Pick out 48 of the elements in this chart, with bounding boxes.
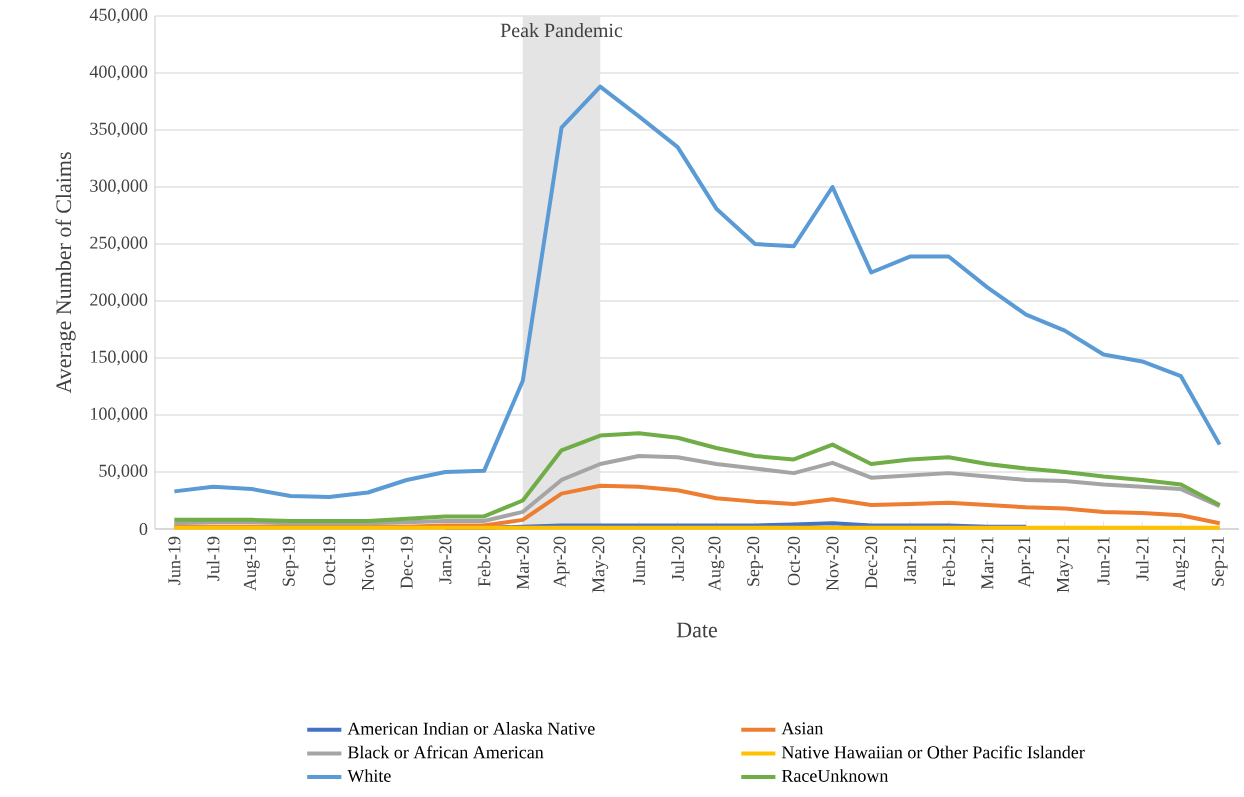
x-tick-label: Jul-19 [206, 536, 220, 581]
x-tick-label: Feb-21 [942, 537, 955, 587]
x-tick-label: Oct-20 [787, 536, 800, 586]
x-tick-label: May-21 [1056, 537, 1073, 593]
x-tick-label: Aug-21 [1173, 537, 1189, 591]
y-tick-label: 300,000 [90, 179, 148, 195]
x-tick-label: Jun-21 [1097, 537, 1110, 585]
x-tick-label: Sep-21 [1211, 537, 1228, 586]
x-tick-label: Dec-19 [400, 536, 413, 589]
x-tick-label: Jan-20 [439, 536, 452, 584]
y-tick-label: 250,000 [90, 236, 148, 252]
legend-label: Black or African American [347, 745, 544, 759]
y-tick-label: 0 [139, 522, 148, 536]
x-tick-label: Nov-20 [826, 536, 839, 591]
x-tick-label: Oct-19 [323, 536, 336, 586]
x-tick-label: Jul-20 [671, 536, 684, 581]
x-tick-label: Nov-19 [361, 536, 374, 591]
x-tick-label: Aug-19 [243, 536, 260, 591]
y-tick-label: 350,000 [90, 122, 148, 138]
x-tick-label: Apr-21 [1018, 537, 1034, 588]
x-tick-label: Mar-20 [516, 536, 529, 590]
x-tick-label: Jun-19 [168, 536, 181, 585]
x-tick-label: Sep-20 [747, 536, 763, 586]
line-series [172, 84, 1222, 500]
y-tick-label: 450,000 [89, 8, 148, 24]
x-tick-label: Apr-20 [553, 536, 570, 588]
x-tick-label: Jul-21 [1135, 537, 1149, 581]
x-tick-label: Aug-20 [708, 536, 725, 591]
legend-label: White [347, 769, 391, 782]
legend-label: American Indian or Alaska Native [347, 722, 595, 735]
x-tick-label: May-20 [592, 536, 609, 593]
y-axis-title: Average Number of Claims [55, 152, 76, 394]
y-tick-label: 50,000 [99, 464, 148, 480]
x-tick-label: Sep-19 [282, 536, 299, 586]
x-tick-label: Mar-21 [981, 537, 994, 590]
x-tick-label: Jun-20 [632, 536, 646, 585]
legend-label: RaceUnknown [781, 769, 889, 782]
y-tick-label: 200,000 [90, 293, 148, 309]
x-tick-label: Jan-21 [903, 537, 916, 584]
band-label: Peak Pandemic [500, 23, 623, 38]
x-axis-title: Date [676, 622, 717, 638]
x-tick-label: Feb-20 [477, 536, 491, 587]
x-tick-label: Dec-20 [865, 536, 878, 589]
legend-label: Asian [781, 722, 824, 735]
y-tick-label: 100,000 [91, 407, 148, 423]
legend-label: Native Hawaiian or Other Pacific Islander [781, 745, 1085, 759]
y-tick-label: 400,000 [89, 65, 148, 81]
y-tick-label: 150,000 [91, 350, 148, 366]
